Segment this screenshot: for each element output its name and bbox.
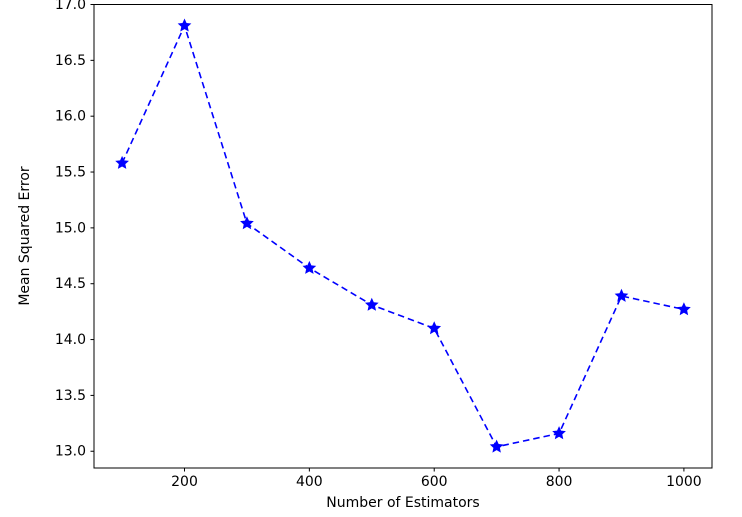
data-point-marker (240, 216, 254, 230)
data-point-marker (177, 18, 192, 32)
data-point-marker (677, 302, 691, 316)
x-tick-label: 200 (171, 474, 198, 490)
data-point-marker (427, 321, 442, 335)
data-point-marker (115, 155, 129, 169)
data-line (121, 23, 685, 448)
x-tick-label: 1000 (666, 474, 702, 490)
x-tick-label: 400 (296, 474, 323, 490)
y-tick-label: 16.0 (55, 109, 86, 125)
data-point-marker (364, 297, 379, 311)
y-tick-label: 17.0 (55, 0, 86, 13)
x-tick-label: 800 (546, 474, 573, 490)
y-tick-label: 15.5 (55, 165, 86, 181)
y-tick-label: 13.0 (55, 444, 86, 460)
y-axis-label: Mean Squared Error (17, 166, 33, 306)
y-tick-label: 15.0 (55, 220, 86, 236)
x-tick-label: 600 (421, 474, 448, 490)
y-tick-label: 16.5 (55, 53, 86, 69)
data-point-marker (552, 426, 566, 440)
y-tick-label: 13.5 (55, 388, 86, 404)
x-axis-label: Number of Estimators (326, 495, 480, 511)
y-tick-label: 14.0 (55, 332, 86, 348)
data-point-marker (302, 260, 317, 274)
y-tick-label: 14.5 (55, 276, 86, 292)
data-point-marker (614, 288, 629, 302)
data-point-marker (489, 439, 504, 453)
plot-border (93, 4, 713, 469)
